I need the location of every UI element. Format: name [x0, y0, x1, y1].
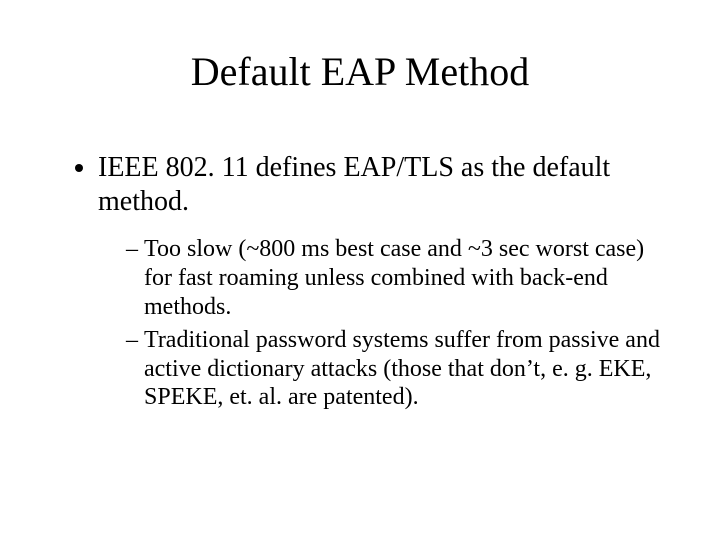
bullet-list-level2: Too slow (~800 ms best case and ~3 sec w… [98, 235, 662, 412]
slide-title: Default EAP Method [58, 48, 662, 95]
bullet-list-level1: IEEE 802. 11 defines EAP/TLS as the defa… [58, 151, 662, 412]
sub-bullet-1-text: Too slow (~800 ms best case and ~3 sec w… [144, 236, 644, 320]
sub-bullet-2: Traditional password systems suffer from… [126, 326, 662, 412]
slide: Default EAP Method IEEE 802. 11 defines … [0, 0, 720, 540]
bullet-item-1-text: IEEE 802. 11 defines EAP/TLS as the defa… [98, 152, 610, 217]
sub-bullet-1: Too slow (~800 ms best case and ~3 sec w… [126, 235, 662, 321]
sub-bullet-2-text: Traditional password systems suffer from… [144, 327, 660, 411]
bullet-item-1: IEEE 802. 11 defines EAP/TLS as the defa… [98, 151, 662, 412]
